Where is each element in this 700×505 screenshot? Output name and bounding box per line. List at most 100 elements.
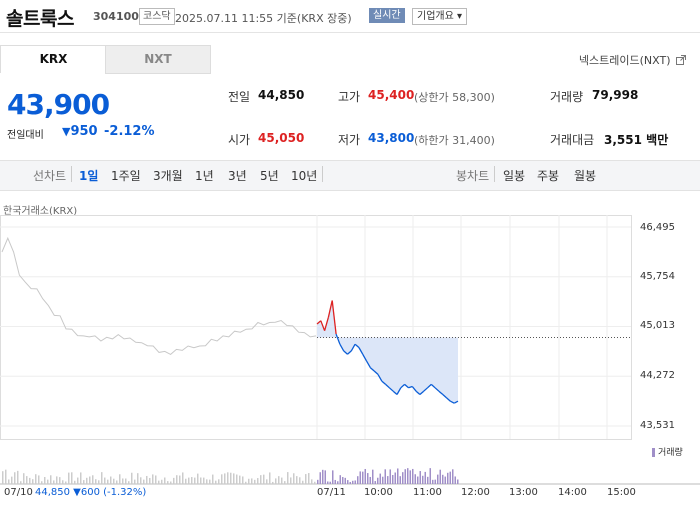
- volume-bar: [110, 476, 112, 484]
- volume-bar: [74, 480, 76, 484]
- price-segment: [377, 374, 383, 382]
- upper-limit: (상한가 58,300): [414, 91, 495, 104]
- price-segment: [419, 390, 425, 395]
- change-value: ▼950: [62, 124, 98, 139]
- volume-bar: [104, 477, 106, 484]
- volume-bar: [263, 474, 265, 484]
- tab-krx[interactable]: KRX: [0, 45, 107, 73]
- volume-bar: [311, 479, 313, 484]
- volume-bar: [412, 468, 414, 484]
- volume-bar: [257, 478, 259, 484]
- volume-bar: [402, 472, 404, 484]
- market-badge: 코스닥: [139, 8, 175, 25]
- nexttrade-link[interactable]: 넥스트레이드(NXT): [579, 52, 686, 68]
- volume-bar: [191, 477, 193, 484]
- period-1y[interactable]: 1년: [195, 169, 214, 183]
- high-value: 45,400: [368, 88, 415, 102]
- volume-bar: [176, 475, 178, 484]
- volume-bar: [188, 477, 190, 484]
- price-segment: [373, 370, 379, 375]
- price-segment: [350, 343, 356, 352]
- candle-monthly[interactable]: 월봉: [574, 169, 597, 183]
- volume-bar: [167, 481, 169, 484]
- volume-bar: [314, 481, 316, 484]
- volume-bar: [422, 475, 424, 484]
- volume-bar: [182, 472, 184, 484]
- prev-date: 07/10: [4, 487, 33, 498]
- y-tick-label: 45,013: [640, 320, 675, 331]
- y-tick-label: 44,272: [640, 370, 675, 381]
- chart-frame: [0, 215, 632, 440]
- volume-bar: [119, 474, 121, 484]
- volume-bar: [161, 479, 163, 484]
- volume-bar: [444, 476, 446, 484]
- volume-bar: [68, 472, 70, 484]
- volume-bar: [354, 480, 356, 484]
- volume-bar: [372, 469, 374, 484]
- price-segment: [446, 397, 451, 402]
- volume-bar: [454, 476, 456, 484]
- volume-bar: [221, 474, 223, 484]
- volume-bar: [17, 470, 19, 484]
- amount-value: 3,551 백만: [604, 131, 668, 148]
- volume-bar: [417, 476, 419, 484]
- price-segment: [434, 387, 440, 392]
- volume-bar: [212, 474, 214, 484]
- volume-bar: [215, 480, 217, 484]
- below-prev-area: [317, 300, 458, 404]
- period-1d[interactable]: 1일: [79, 169, 99, 183]
- candle-daily[interactable]: 일봉: [503, 169, 526, 183]
- candle-chart-label: 봉차트: [456, 169, 490, 183]
- volume-bar: [5, 469, 7, 484]
- x-tick-label: 11:00: [413, 487, 442, 498]
- period-3y[interactable]: 3년: [228, 169, 247, 183]
- external-link-icon: [674, 54, 686, 67]
- corp-info-dropdown[interactable]: 기업개요 ▾: [412, 8, 467, 25]
- candle-weekly[interactable]: 주봉: [537, 169, 560, 183]
- volume-bar: [32, 479, 34, 484]
- volume-bar: [248, 478, 250, 484]
- price-segment: [385, 383, 390, 389]
- amount-label: 거래대금: [550, 133, 595, 147]
- volume-bar: [230, 472, 232, 484]
- tab-nxt[interactable]: NXT: [105, 45, 211, 74]
- line-chart-label: 선차트: [33, 169, 67, 183]
- period-10y[interactable]: 10년: [291, 169, 318, 183]
- nexttrade-label: 넥스트레이드(NXT): [578, 54, 671, 67]
- lower-limit: (하한가 31,400): [414, 134, 495, 147]
- volume-bar: [113, 478, 115, 484]
- volume-bar: [434, 479, 436, 484]
- period-5y[interactable]: 5년: [260, 169, 279, 183]
- volume-bar: [20, 481, 22, 484]
- volume-bar: [185, 478, 187, 484]
- prev-summary: 44,850 ▼600 (-1.32%): [35, 487, 147, 498]
- volume-bar: [382, 476, 384, 484]
- volume-bar: [362, 471, 364, 484]
- price-segment: [442, 394, 448, 399]
- volume-bar: [407, 468, 409, 484]
- volume-bar: [107, 479, 109, 484]
- volume-bar: [266, 479, 268, 484]
- volume-bar: [334, 479, 336, 484]
- price-segment: [335, 333, 341, 345]
- volume-bar: [394, 472, 396, 484]
- price-segment: [343, 350, 348, 355]
- volume-bar: [59, 477, 61, 484]
- prev-day-line: [1, 236, 317, 355]
- volume-bar: [269, 472, 271, 484]
- price-segment: [369, 367, 375, 372]
- low-value: 43,800: [368, 131, 415, 145]
- volume-bar: [374, 481, 376, 484]
- y-tick-label: 46,495: [640, 222, 675, 233]
- open-value: 45,050: [258, 131, 305, 145]
- volume-bar: [278, 476, 280, 484]
- x-tick-label: 13:00: [509, 487, 538, 498]
- price-segment: [450, 400, 455, 404]
- realtime-button[interactable]: 실시간: [369, 8, 405, 23]
- volume-bar: [452, 469, 454, 484]
- period-1w[interactable]: 1주일: [111, 169, 141, 183]
- volume-bar: [457, 479, 459, 484]
- volume-bar: [327, 481, 329, 484]
- period-3m[interactable]: 3개월: [153, 169, 183, 183]
- price-segment: [404, 383, 409, 389]
